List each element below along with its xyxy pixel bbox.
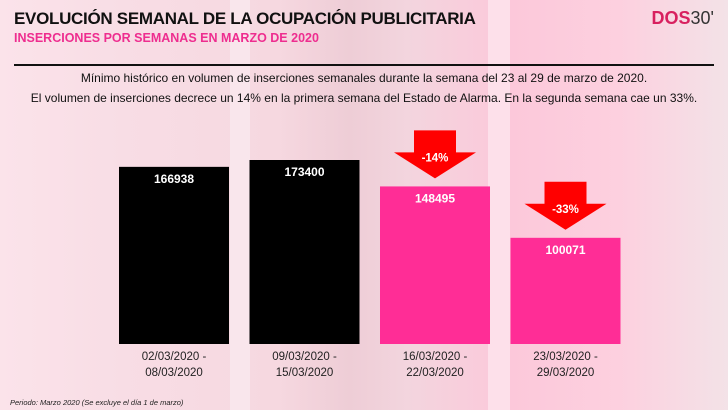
page-subtitle: INSERCIONES POR SEMANAS EN MARZO DE 2020: [14, 31, 319, 45]
data-label: 100071: [545, 243, 585, 257]
title-divider: [14, 64, 714, 66]
description-line-2: El volumen de inserciones decrece un 14%…: [30, 91, 698, 105]
data-label: 148495: [415, 191, 455, 205]
bg-stripe: [488, 0, 510, 410]
bar: [510, 237, 621, 344]
category-label: 08/03/2020: [145, 367, 203, 379]
footnote: Periodo: Marzo 2020 (Se excluye el día 1…: [10, 398, 184, 407]
bar: [119, 166, 229, 344]
page-title: EVOLUCIÓN SEMANAL DE LA OCUPACIÓN PUBLIC…: [14, 9, 476, 28]
down-arrow-icon: [524, 181, 607, 230]
data-label: 173400: [284, 165, 324, 179]
change-annotation: -33%: [552, 204, 579, 216]
bar: [380, 186, 490, 344]
category-label: 29/03/2020: [537, 367, 595, 379]
category-label: 02/03/2020 -: [142, 351, 207, 363]
bar: [249, 160, 360, 344]
category-label: 15/03/2020: [276, 367, 334, 379]
category-label: 22/03/2020: [406, 367, 464, 379]
category-label: 16/03/2020 -: [403, 351, 468, 363]
data-label: 166938: [154, 172, 194, 186]
logo: DOS30': [651, 8, 714, 28]
down-arrow-icon: [394, 130, 476, 179]
bg-stripe: [230, 0, 250, 410]
description-line-1: Mínimo histórico en volumen de insercion…: [80, 71, 648, 85]
category-label: 23/03/2020 -: [533, 351, 598, 363]
category-label: 09/03/2020 -: [272, 351, 337, 363]
change-annotation: -14%: [422, 152, 449, 164]
